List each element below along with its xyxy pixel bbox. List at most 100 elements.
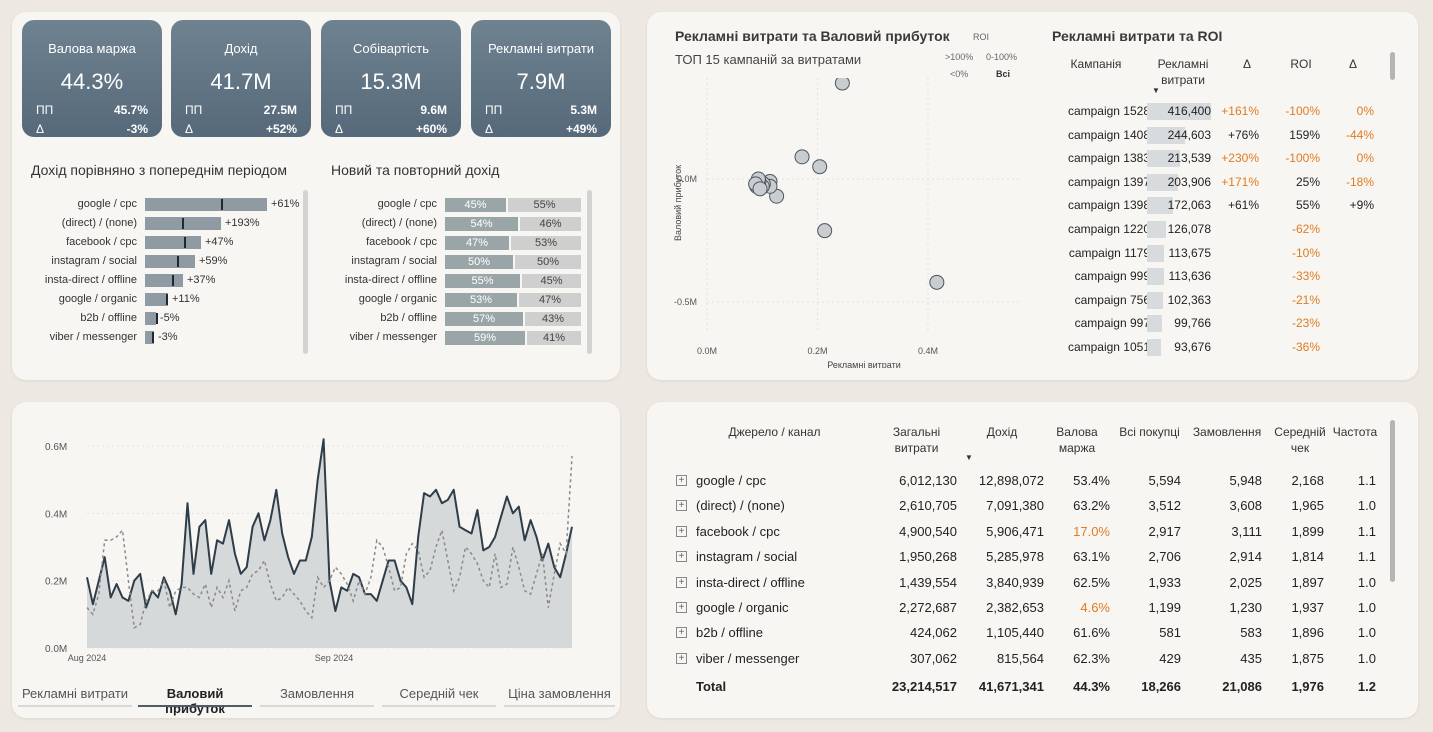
roi-table-row[interactable]: campaign 997 99,766 -23% [647, 314, 1418, 334]
expand-plus-icon[interactable]: + [676, 576, 687, 588]
repeat-income-bar[interactable]: 47% [519, 293, 581, 307]
new-income-bar[interactable]: 45% [445, 198, 506, 212]
main-table-row[interactable]: + facebook / cpc 4,900,540 5,906,471 17.0% 2,… [647, 523, 1418, 545]
expand-plus-icon[interactable]: + [676, 652, 687, 664]
repeat-income-bar[interactable]: 45% [522, 274, 581, 288]
main-table-header[interactable]: Джерело / канал [728, 425, 821, 439]
income-compare-bar[interactable] [145, 274, 183, 287]
kpi-delta-value: +60% [415, 122, 447, 136]
repeat-income-bar[interactable]: 50% [515, 255, 581, 269]
kpi-card[interactable]: Собівартість 15.3M ПП 9.6M Δ +60% [321, 20, 461, 137]
new-income-bar[interactable]: 57% [445, 312, 523, 326]
sort-desc-icon[interactable]: ▼ [1152, 86, 1160, 95]
expand-plus-icon[interactable]: + [676, 551, 687, 563]
main-table-row[interactable]: + instagram / social 1,950,268 5,285,978 63.… [647, 548, 1418, 570]
main-table-header[interactable]: Валова маржа [1056, 425, 1098, 455]
expand-plus-icon[interactable]: + [676, 627, 687, 639]
new-income-bar[interactable]: 53% [445, 293, 517, 307]
main-table-scrollbar[interactable] [1390, 420, 1395, 582]
roi-head-delta-roi[interactable]: Δ [1348, 57, 1357, 71]
roi-table-row[interactable]: campaign 1383 213,539 +230% -100% 0% [647, 149, 1418, 169]
new-income-bar[interactable]: 55% [445, 274, 520, 288]
expand-plus-icon[interactable]: + [676, 475, 687, 486]
new-income-bar[interactable]: 50% [445, 255, 513, 269]
roi-table-row[interactable]: campaign 1220 126,078 -62% [647, 220, 1418, 240]
new-repeat-scrollbar[interactable] [587, 190, 592, 354]
repeat-income-bar[interactable]: 41% [527, 331, 581, 345]
new-repeat-label: google / organic [358, 293, 437, 305]
new-income-bar[interactable]: 54% [445, 217, 518, 231]
main-table-header[interactable]: Частота [1332, 425, 1378, 439]
sort-desc-icon[interactable]: ▼ [965, 453, 973, 462]
roi-table-row[interactable]: campaign 1397 203,906 +171% 25% -18% [647, 173, 1418, 193]
chart-tab[interactable]: Середній чек [399, 686, 479, 701]
scatter-point[interactable] [752, 181, 768, 197]
roi-legend-range[interactable]: 0-100% [986, 52, 1018, 62]
main-table-row[interactable]: + google / cpc 6,012,130 12,898,072 53.4% 5,5… [647, 472, 1418, 494]
income-compare-pct: +193% [225, 217, 260, 229]
scatter-point[interactable] [929, 274, 945, 290]
roi-head-delta[interactable]: Δ [1242, 57, 1251, 71]
main-table-row[interactable]: + viber / messenger 307,062 815,564 62.3% 429… [647, 650, 1418, 672]
main-table-row[interactable]: + (direct) / (none) 2,610,705 7,091,380 63.2… [647, 497, 1418, 519]
income-compare-bar[interactable] [145, 331, 154, 344]
repeat-income-bar[interactable]: 46% [520, 217, 581, 231]
scatter-point[interactable] [834, 78, 850, 91]
scatter-point[interactable] [817, 223, 833, 239]
main-table-cell: 2,917 [1148, 523, 1181, 539]
income-compare-pct: +61% [271, 198, 300, 210]
roi-table-row[interactable]: campaign 756 102,363 -21% [647, 291, 1418, 311]
chart-tab[interactable]: Валовий прибуток [165, 686, 225, 716]
scatter-point[interactable] [794, 149, 810, 165]
income-compare-bar[interactable] [145, 198, 267, 211]
chart-tab[interactable]: Замовлення [279, 686, 355, 701]
new-income-bar[interactable]: 59% [445, 331, 525, 345]
campaign-name: campaign 1528 [1067, 104, 1150, 118]
chart-tab[interactable]: Рекламні витрати [21, 686, 129, 701]
expand-plus-icon[interactable]: + [676, 500, 687, 512]
roi-head-roi[interactable]: ROI [1290, 57, 1312, 71]
roi-delta: 0% [1356, 151, 1374, 166]
repeat-income-bar[interactable]: 43% [525, 312, 581, 326]
kpi-card[interactable]: Рекламні витрати 7.9M ПП 5.3M Δ +49% [471, 20, 611, 137]
roi-legend-gt100[interactable]: >100% [945, 52, 974, 62]
main-table-cell: 63.1% [1073, 549, 1110, 565]
new-income-bar[interactable]: 47% [445, 236, 509, 250]
income-compare-bar[interactable] [145, 312, 156, 325]
income-compare-bar[interactable] [145, 293, 168, 306]
roi-table-row[interactable]: campaign 1179 113,675 -10% [647, 244, 1418, 264]
income-compare-bar[interactable] [145, 255, 195, 268]
roi-scroll-thumb[interactable] [1390, 52, 1395, 80]
main-table-scroll-thumb[interactable] [1390, 420, 1395, 582]
roi-table-row[interactable]: campaign 1528 416,400 +161% -100% 0% [647, 102, 1418, 122]
roi-table-row[interactable]: campaign 1051 93,676 -36% [647, 338, 1418, 358]
main-table-header[interactable]: Замовлення [1192, 425, 1262, 439]
roi-table-row[interactable]: campaign 1408 244,603 +76% 159% -44% [647, 126, 1418, 146]
income-compare-scrollbar[interactable] [303, 190, 308, 354]
income-compare-bar[interactable] [145, 236, 201, 249]
main-table-row[interactable]: + google / organic 2,272,687 2,382,653 4.6% 1… [647, 599, 1418, 621]
main-table-row[interactable]: + b2b / offline 424,062 1,105,440 61.6% 581 58… [647, 624, 1418, 646]
expand-plus-icon[interactable]: + [676, 525, 687, 537]
roi-table-scrollbar[interactable] [1390, 52, 1395, 358]
roi-legend-lt0[interactable]: <0% [950, 69, 969, 79]
line-xtick: Sep 2024 [315, 653, 354, 663]
chart-tab[interactable]: Ціна замовлення [508, 686, 611, 701]
kpi-card[interactable]: Валова маржа 44.3% ПП 45.7% Δ -3% [22, 20, 162, 137]
repeat-income-bar[interactable]: 53% [511, 236, 581, 250]
repeat-income-bar[interactable]: 55% [508, 198, 581, 212]
roi-table-row[interactable]: campaign 999 113,636 -33% [647, 267, 1418, 287]
main-table-header[interactable]: Всі покупці [1119, 425, 1180, 439]
main-table-header[interactable]: Дохід [986, 425, 1018, 439]
roi-head-campaign[interactable]: Кампанія [1070, 57, 1122, 71]
roi-legend-all[interactable]: Всі [996, 69, 1011, 79]
roi-head-spend[interactable]: Рекламні витрати [1157, 57, 1209, 87]
main-table-header[interactable]: Середній чек [1274, 425, 1326, 455]
prev-period-line[interactable] [86, 456, 573, 630]
main-table-row[interactable]: + insta-direct / offline 1,439,554 3,840,93… [647, 574, 1418, 596]
main-table-header[interactable]: Загальні витрати [892, 425, 941, 455]
kpi-card[interactable]: Дохід 41.7M ПП 27.5M Δ +52% [171, 20, 311, 137]
roi-table-row[interactable]: campaign 1398 172,063 +61% 55% +9% [647, 196, 1418, 216]
scatter-point[interactable] [812, 159, 828, 175]
expand-plus-icon[interactable]: + [676, 602, 687, 613]
